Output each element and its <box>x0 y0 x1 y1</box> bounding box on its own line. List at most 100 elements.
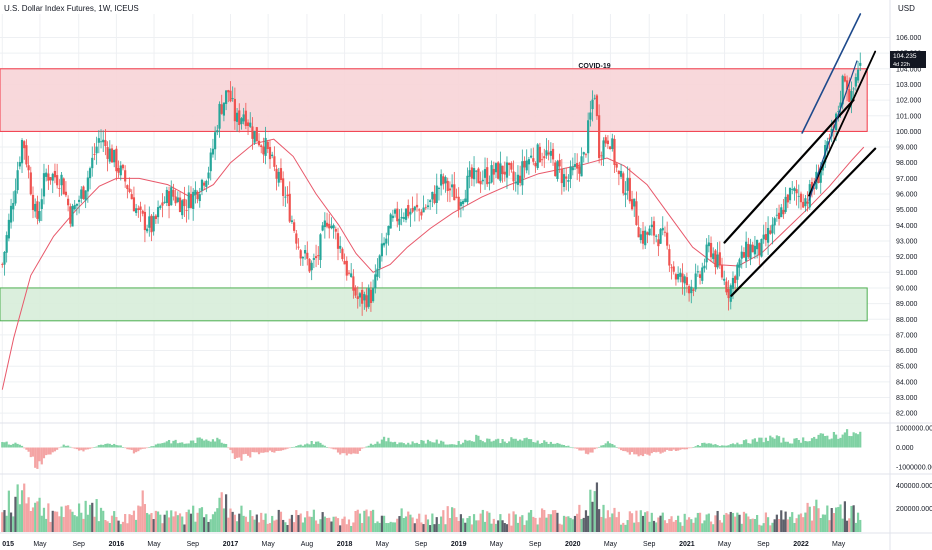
candle-body <box>440 174 443 186</box>
candle-body <box>716 254 719 268</box>
volume-bar <box>547 514 550 532</box>
volume-bar <box>626 520 629 532</box>
oscillator-bar <box>372 444 375 448</box>
candle-body <box>229 90 232 102</box>
volume-bar <box>40 515 43 532</box>
oscillator-bar <box>453 444 456 448</box>
candle-body <box>453 184 456 201</box>
volume-bar <box>47 503 50 532</box>
oscillator-bar <box>203 440 206 448</box>
volume-bar <box>483 521 487 532</box>
candle-body <box>663 231 667 233</box>
oscillator-bar <box>312 444 315 448</box>
candle-body <box>23 141 26 149</box>
oscillator-bar <box>718 445 721 448</box>
oscillator-bar <box>821 433 825 448</box>
volume-bar <box>385 522 388 532</box>
volume-bar <box>497 520 500 532</box>
oscillator-bar <box>325 446 329 448</box>
oscillator-bar <box>178 442 182 448</box>
candle-body <box>446 180 449 192</box>
oscillator-bar <box>150 446 153 448</box>
candle-body <box>611 138 614 149</box>
volume-bar <box>117 520 120 532</box>
candle-body <box>571 167 574 171</box>
candle-body <box>42 173 46 197</box>
candle-body <box>343 260 346 265</box>
oscillator-bar <box>848 435 851 448</box>
candle-body <box>448 188 452 191</box>
oscillator-bar <box>34 447 37 468</box>
volume-bar <box>854 522 857 532</box>
annotations: COVID-19 <box>578 63 610 70</box>
volume-bar <box>361 522 364 532</box>
volume-bar <box>29 510 32 532</box>
volume-bar <box>404 516 408 532</box>
price-axis[interactable]: 82.000 83.000 84.000 85.000 86.000 87.000 88.0… <box>889 0 932 550</box>
candle-body <box>527 159 531 165</box>
candle-body <box>64 191 68 196</box>
oscillator-bar <box>407 442 410 448</box>
candle-body <box>18 161 21 167</box>
volume-bar <box>479 513 482 532</box>
oscillator-bar <box>264 447 267 453</box>
time-axis[interactable]: 015 May Sep 2016 May Sep 2017 May Aug 2018 May Sep 2… <box>2 541 845 548</box>
oscillator-bar <box>806 441 809 448</box>
oscillator-bar <box>646 447 649 455</box>
candle-body <box>483 169 487 178</box>
candle-body <box>106 147 109 159</box>
oscillator-bar <box>317 441 320 448</box>
candle-body <box>113 149 116 163</box>
volume-bar <box>749 519 752 532</box>
volume-bar <box>841 518 844 532</box>
volume-bar <box>440 516 443 532</box>
candle-body <box>389 214 392 229</box>
oscillator-bar <box>712 444 715 448</box>
oscillator-bar <box>102 444 105 448</box>
volume-bar <box>378 522 381 532</box>
candle-body <box>685 277 688 286</box>
candle-body <box>273 156 276 167</box>
candle-body <box>690 286 693 294</box>
candle-body <box>200 179 204 191</box>
candle-body <box>731 277 735 289</box>
candle-body <box>411 208 414 212</box>
volume-bar <box>683 513 686 532</box>
oscillator-bar <box>690 447 693 449</box>
oscillator-bar <box>738 444 741 448</box>
candle-body <box>538 146 541 163</box>
candle-body <box>633 198 636 207</box>
candle-body <box>154 215 157 220</box>
oscillator-bar <box>466 440 469 448</box>
volume-bar <box>216 508 219 532</box>
candle-body <box>233 98 236 122</box>
oscillator-bar <box>804 440 807 448</box>
volume-bar <box>299 513 302 532</box>
candle-body <box>429 200 432 202</box>
volume-bar <box>16 484 19 532</box>
volume-bar <box>545 517 548 532</box>
volume-bar <box>290 514 294 532</box>
candle-body <box>235 112 239 122</box>
volume-bar <box>674 519 678 532</box>
oscillator-bar <box>387 437 390 448</box>
candle-body <box>282 178 285 196</box>
oscillator-bar <box>235 447 239 458</box>
volume-bar <box>23 483 26 532</box>
oscillator-bar <box>819 433 822 448</box>
candle-body <box>514 181 517 184</box>
oscillator-bar <box>288 447 291 449</box>
volume-bar <box>198 508 201 532</box>
volume-bar <box>648 521 651 532</box>
candle-body <box>659 229 662 244</box>
candle-body <box>747 243 750 258</box>
oscillator-bar <box>729 444 732 448</box>
oscillator-bar <box>701 442 704 448</box>
candle-body <box>308 258 311 272</box>
candle-body <box>299 250 302 259</box>
candle-body <box>69 206 72 224</box>
volume-bar <box>701 523 704 532</box>
oscillator-bar <box>174 439 177 448</box>
currency-label: USD <box>898 4 915 13</box>
candle-body <box>652 221 656 236</box>
